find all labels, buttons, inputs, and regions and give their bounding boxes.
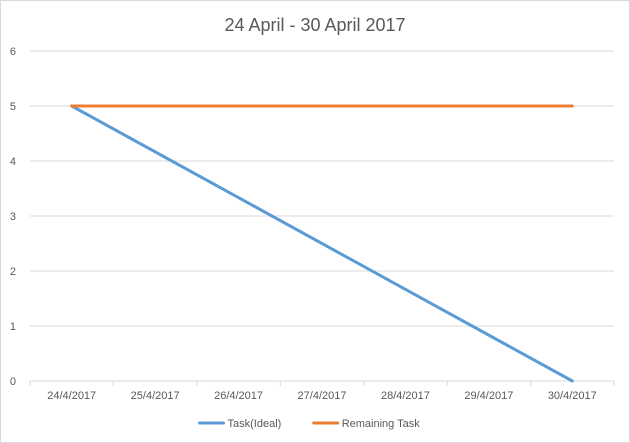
series-lines [70,104,574,383]
y-tick-label: 0 [10,376,16,388]
x-tick-label: 27/4/2017 [298,390,347,402]
x-tick-label: 30/4/2017 [548,390,597,402]
x-axis-ticks: 24/4/2017 25/4/2017 26/4/2017 27/4/2017 28/4… [47,390,597,402]
y-tick-label: 1 [10,321,16,333]
y-axis-ticks: 0 1 2 3 4 5 6 [10,46,16,388]
legend-label: Task(Ideal) [228,418,282,430]
chart-title: 24 April - 30 April 2017 [224,15,405,35]
series-line [70,104,574,383]
y-tick-label: 4 [10,156,16,168]
y-tick-label: 2 [10,266,16,278]
x-tick-label: 29/4/2017 [464,390,513,402]
x-tick-label: 25/4/2017 [131,390,180,402]
x-tick-label: 26/4/2017 [214,390,263,402]
grid [30,50,614,327]
y-tick-label: 3 [10,211,16,223]
y-tick-label: 6 [10,46,16,58]
x-axis [29,380,615,386]
legend: Task(Ideal) Remaining Task [198,418,421,430]
legend-label: Remaining Task [342,418,421,430]
y-tick-label: 5 [10,101,16,113]
x-tick-label: 28/4/2017 [381,390,430,402]
x-tick-label: 24/4/2017 [47,390,96,402]
